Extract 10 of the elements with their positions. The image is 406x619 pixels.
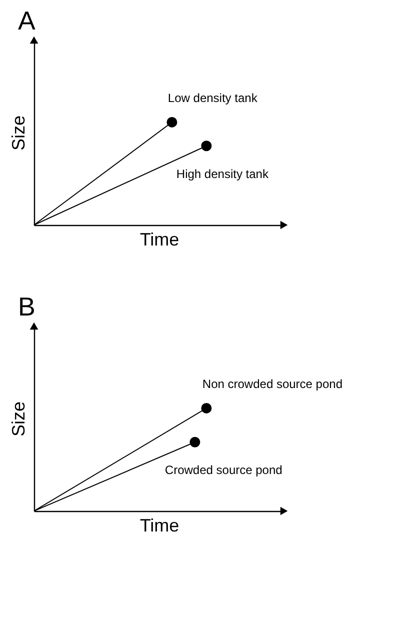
x-axis-title: Time bbox=[140, 516, 180, 536]
series-label: High density tank bbox=[176, 166, 270, 181]
y-axis-title: Size bbox=[8, 401, 28, 437]
x-axis-title: Time bbox=[140, 230, 180, 250]
chart-title: B bbox=[18, 291, 36, 322]
series-label: Crowded source pond bbox=[164, 463, 282, 478]
chart-title: A bbox=[18, 5, 36, 36]
series-label: Low density tank bbox=[168, 91, 258, 106]
y-axis-title: Size bbox=[8, 115, 28, 151]
series-label: Non crowded source pond bbox=[202, 377, 343, 392]
